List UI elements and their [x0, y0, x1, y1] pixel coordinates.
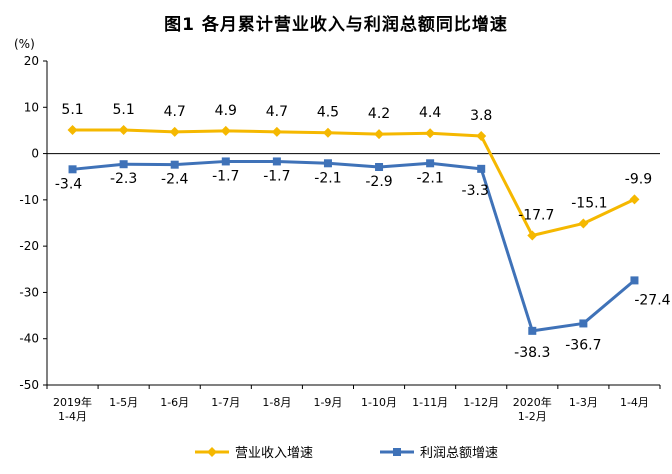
x-tick-label: 2019年 — [53, 395, 92, 409]
data-point-profit — [630, 276, 639, 285]
data-point-profit — [528, 326, 537, 335]
data-point-revenue — [578, 218, 589, 229]
y-tick-label: -30 — [19, 285, 39, 299]
data-point-revenue — [271, 126, 282, 137]
data-label-profit: -3.4 — [55, 176, 82, 192]
x-tick-label: 1-11月 — [412, 396, 448, 409]
y-unit-label: (%) — [14, 37, 35, 51]
data-point-revenue — [629, 194, 640, 205]
data-point-profit — [375, 162, 384, 171]
y-tick-label: -20 — [19, 239, 39, 253]
series-line-profit — [72, 159, 636, 333]
data-point-profit — [579, 319, 588, 328]
data-label-revenue: -17.7 — [518, 207, 554, 223]
y-tick-label: -10 — [19, 193, 39, 207]
data-point-revenue — [527, 230, 538, 241]
data-label-profit: -2.3 — [110, 171, 137, 187]
data-point-profit — [272, 157, 281, 166]
legend-marker-profit — [393, 448, 401, 456]
y-tick-label: 0 — [31, 147, 39, 161]
x-tick-label: 1-10月 — [361, 396, 397, 409]
data-label-revenue: 4.9 — [215, 103, 237, 119]
series-line-revenue — [72, 128, 636, 237]
x-tick-label: 1-8月 — [262, 396, 291, 409]
data-point-profit — [170, 160, 179, 169]
data-label-revenue: 3.8 — [470, 108, 492, 124]
data-label-revenue: 4.7 — [266, 104, 288, 120]
data-label-profit: -38.3 — [514, 345, 550, 361]
x-tick-label: 1-4月 — [58, 410, 87, 423]
y-tick-label: 10 — [24, 100, 39, 114]
data-point-revenue — [322, 127, 333, 138]
x-tick-label: 1-3月 — [569, 396, 598, 409]
x-tick-label: 1-7月 — [211, 396, 240, 409]
data-label-profit: -27.4 — [634, 292, 670, 308]
data-point-revenue — [118, 124, 129, 135]
data-point-revenue — [169, 126, 180, 137]
x-tick-label: 1-9月 — [313, 396, 342, 409]
data-label-revenue: 4.2 — [368, 106, 390, 122]
data-point-profit — [426, 159, 435, 168]
x-tick-label: 2020年 — [513, 395, 552, 409]
data-label-profit: -1.7 — [263, 168, 290, 184]
data-label-profit: -36.7 — [565, 337, 601, 353]
data-label-revenue: -9.9 — [625, 171, 652, 187]
y-tick-label: -40 — [19, 332, 39, 346]
data-label-revenue: 4.5 — [317, 105, 339, 121]
x-tick-label: 1-2月 — [518, 410, 547, 423]
data-label-revenue: -15.1 — [571, 195, 607, 211]
data-label-profit: -1.7 — [212, 168, 239, 184]
x-tick-label: 1-6月 — [160, 396, 189, 409]
legend: 营业收入增速 利润总额增速 — [195, 446, 498, 461]
chart-title: 图1 各月累计营业收入与利润总额同比增速 — [164, 15, 508, 35]
data-label-profit: -3.3 — [462, 183, 489, 199]
data-label-profit: -2.9 — [365, 174, 392, 190]
legend-label-profit: 利润总额增速 — [420, 446, 498, 461]
series-layer — [67, 124, 640, 335]
data-label-revenue: 4.7 — [164, 104, 186, 120]
data-point-revenue — [374, 129, 385, 140]
data-point-revenue — [476, 130, 487, 141]
data-label-revenue: 4.4 — [419, 105, 441, 121]
data-point-profit — [68, 165, 77, 174]
data-point-profit — [477, 164, 486, 173]
data-point-profit — [221, 157, 230, 166]
data-point-revenue — [425, 128, 436, 139]
data-point-profit — [323, 159, 332, 168]
data-label-profit: -2.1 — [314, 170, 341, 186]
legend-label-revenue: 营业收入增速 — [235, 446, 313, 461]
data-label-revenue: 5.1 — [112, 102, 134, 118]
data-point-revenue — [220, 125, 231, 136]
data-point-revenue — [67, 124, 78, 135]
data-label-profit: -2.4 — [161, 172, 188, 188]
x-tick-label: 1-12月 — [463, 396, 499, 409]
y-tick-label: 20 — [24, 54, 39, 68]
legend-marker-revenue — [207, 447, 217, 457]
x-tick-label: 1-5月 — [109, 396, 138, 409]
data-labels: 5.1 5.1 4.7 4.9 4.7 4.5 4.2 4.4 3.8 -17.7 -15.1 -9.… — [55, 102, 671, 361]
y-tick-label: -50 — [19, 378, 39, 392]
x-tick-label: 1-4月 — [620, 396, 649, 409]
data-label-revenue: 5.1 — [61, 102, 83, 118]
data-point-profit — [119, 160, 128, 169]
data-label-profit: -2.1 — [416, 170, 443, 186]
